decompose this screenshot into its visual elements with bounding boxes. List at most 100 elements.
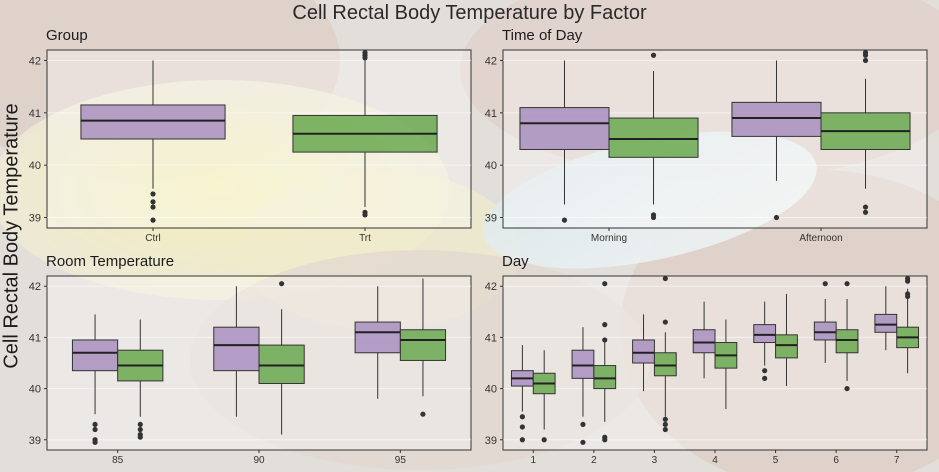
box-purple-1	[510, 345, 534, 443]
panel-2: 39 40 41 42 85 90 95	[29, 275, 472, 466]
box-green-1	[532, 350, 556, 443]
box-green-95	[399, 278, 447, 417]
x-tick-label: 6	[833, 455, 839, 466]
box-iqr	[571, 349, 595, 379]
box-iqr	[632, 339, 655, 364]
outlier-point	[519, 424, 525, 430]
y-tick-label: 39	[29, 435, 41, 447]
outlier-point	[150, 217, 156, 223]
chart-title: Cell Rectal Body Temperature by Factor	[292, 2, 647, 24]
panel-title-room-temperature: Room Temperature	[46, 253, 175, 270]
box-green-3	[653, 275, 677, 433]
box-purple-95	[354, 286, 401, 399]
outlier-point	[822, 281, 828, 287]
panel-title-group: Group	[46, 27, 88, 44]
outlier-point	[561, 217, 568, 223]
box-green-Trt	[292, 50, 438, 218]
outlier-point	[92, 421, 98, 428]
box-purple-Afternoon	[731, 60, 822, 221]
box-green-6	[835, 281, 859, 392]
box-iqr	[813, 321, 837, 341]
box-iqr	[593, 365, 617, 390]
x-tick-label: Afternoon	[799, 233, 842, 244]
box-purple-5	[753, 301, 777, 381]
y-tick-label: 40	[29, 160, 41, 172]
outlier-point	[650, 52, 657, 58]
x-tick-label: 90	[253, 455, 265, 466]
x-tick-label: 7	[894, 455, 900, 466]
outlier-point	[662, 319, 668, 325]
x-tick-label: 95	[395, 455, 407, 466]
y-tick-label: 41	[485, 332, 497, 344]
y-tick-label: 42	[29, 281, 41, 293]
y-tick-label: 41	[29, 108, 41, 120]
outlier-point	[844, 281, 850, 287]
box-green-90	[258, 281, 305, 435]
outlier-point	[92, 426, 98, 433]
panel-1: 39 40 41 42 Morning Afternoon	[485, 49, 928, 244]
y-tick-label: 42	[485, 55, 497, 67]
x-tick-label: 5	[773, 455, 779, 466]
outlier-point	[844, 385, 850, 392]
outlier-point	[602, 281, 608, 287]
panel-3: 39 40 41 42 1 2 3 4 5 6 7	[485, 275, 928, 466]
outlier-point	[150, 199, 156, 205]
x-tick-label: 1	[531, 455, 537, 466]
outlier-point	[862, 52, 869, 58]
outlier-point	[602, 322, 608, 328]
outlier-point	[650, 214, 657, 221]
outlier-point	[662, 421, 668, 428]
y-tick-label: 39	[485, 435, 497, 447]
box-iqr	[519, 107, 610, 150]
box-green-7	[896, 275, 920, 374]
outlier-point	[362, 212, 368, 218]
panel-title-day: Day	[502, 253, 529, 270]
outlier-point	[762, 375, 768, 381]
outlier-point	[602, 337, 608, 343]
outlier-point	[580, 439, 586, 445]
outlier-point	[662, 275, 668, 282]
y-tick-label: 39	[29, 213, 41, 225]
y-tick-label: 41	[29, 332, 41, 344]
outlier-point	[150, 191, 156, 197]
outlier-point	[420, 411, 426, 417]
box-green-2	[593, 281, 617, 443]
panel-0: 39 40 41 42 Ctrl Trt	[29, 49, 472, 244]
outlier-point	[862, 57, 869, 64]
box-iqr	[399, 329, 447, 361]
box-iqr	[775, 334, 798, 359]
box-green-4	[714, 319, 738, 410]
x-tick-label: Ctrl	[145, 233, 161, 244]
outlier-point	[279, 281, 285, 287]
outlier-point	[662, 426, 668, 433]
outlier-point	[92, 439, 98, 445]
box-green-5	[775, 293, 798, 387]
outlier-point	[150, 204, 156, 210]
box-iqr	[354, 321, 401, 354]
x-tick-label: 4	[712, 455, 718, 466]
outlier-point	[519, 437, 525, 443]
y-tick-label: 39	[485, 213, 497, 225]
outlier-point	[362, 55, 368, 61]
box-iqr	[213, 326, 260, 372]
outlier-point	[137, 426, 143, 433]
box-purple-4	[692, 301, 716, 379]
outlier-point	[519, 414, 525, 420]
outlier-point	[137, 421, 143, 428]
x-tick-label: Morning	[591, 233, 627, 244]
x-tick-label: Trt	[359, 233, 371, 244]
box-purple-2	[571, 327, 595, 445]
box-purple-Morning	[519, 60, 610, 223]
outlier-point	[580, 421, 586, 428]
box-iqr	[653, 352, 677, 377]
panel-title-time-of-day: Time of Day	[502, 27, 583, 44]
x-tick-label: 85	[112, 455, 124, 466]
outlier-point	[662, 416, 668, 422]
box-iqr	[731, 101, 822, 137]
y-tick-label: 42	[485, 281, 497, 293]
box-green-Morning	[608, 52, 699, 221]
outlier-point	[773, 214, 780, 221]
outlier-point	[541, 437, 547, 443]
